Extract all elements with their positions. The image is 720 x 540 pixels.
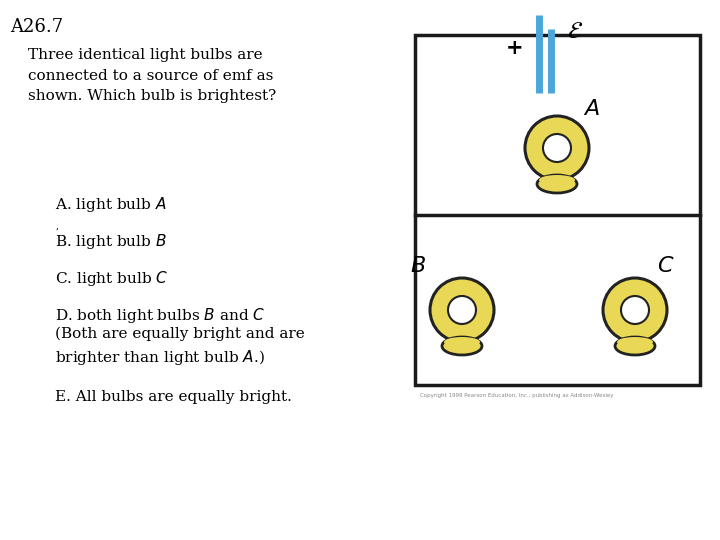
Text: D. both light bulbs $\mathit{B}$ and $\mathit{C}$: D. both light bulbs $\mathit{B}$ and $\m… (55, 306, 265, 325)
Text: $\mathit{A}$: $\mathit{A}$ (583, 98, 600, 120)
Text: A26.7: A26.7 (10, 18, 63, 36)
Text: B. light bulb $\mathit{B}$: B. light bulb $\mathit{B}$ (55, 232, 167, 251)
Ellipse shape (617, 337, 653, 347)
Text: ,: , (56, 222, 59, 231)
Text: (Both are equally bright and are: (Both are equally bright and are (55, 327, 305, 341)
Circle shape (448, 296, 476, 324)
Circle shape (430, 278, 494, 342)
Circle shape (543, 134, 571, 162)
Circle shape (621, 296, 649, 324)
Bar (415, 35, 700, 385)
Ellipse shape (444, 337, 480, 347)
Text: +: + (506, 38, 524, 58)
Text: $\mathcal{E}$: $\mathcal{E}$ (567, 19, 583, 43)
Ellipse shape (539, 175, 575, 185)
Circle shape (603, 278, 667, 342)
Text: Copyright 1999 Pearson Education, Inc., publishing as Addison-Wesley: Copyright 1999 Pearson Education, Inc., … (420, 393, 613, 398)
Ellipse shape (615, 337, 655, 355)
Text: Three identical light bulbs are
connected to a source of emf as
shown. Which bul: Three identical light bulbs are connecte… (28, 48, 276, 103)
Ellipse shape (442, 337, 482, 355)
Text: brighter than light bulb $\mathit{A}$.): brighter than light bulb $\mathit{A}$.) (55, 348, 265, 367)
Circle shape (525, 116, 589, 180)
Text: A. light bulb $\mathit{A}$: A. light bulb $\mathit{A}$ (55, 195, 166, 214)
Text: $\mathit{C}$: $\mathit{C}$ (657, 255, 675, 277)
Ellipse shape (537, 175, 577, 193)
Text: $\mathit{B}$: $\mathit{B}$ (410, 255, 426, 277)
Text: E. All bulbs are equally bright.: E. All bulbs are equally bright. (55, 390, 292, 404)
Text: C. light bulb $\mathit{C}$: C. light bulb $\mathit{C}$ (55, 269, 168, 288)
